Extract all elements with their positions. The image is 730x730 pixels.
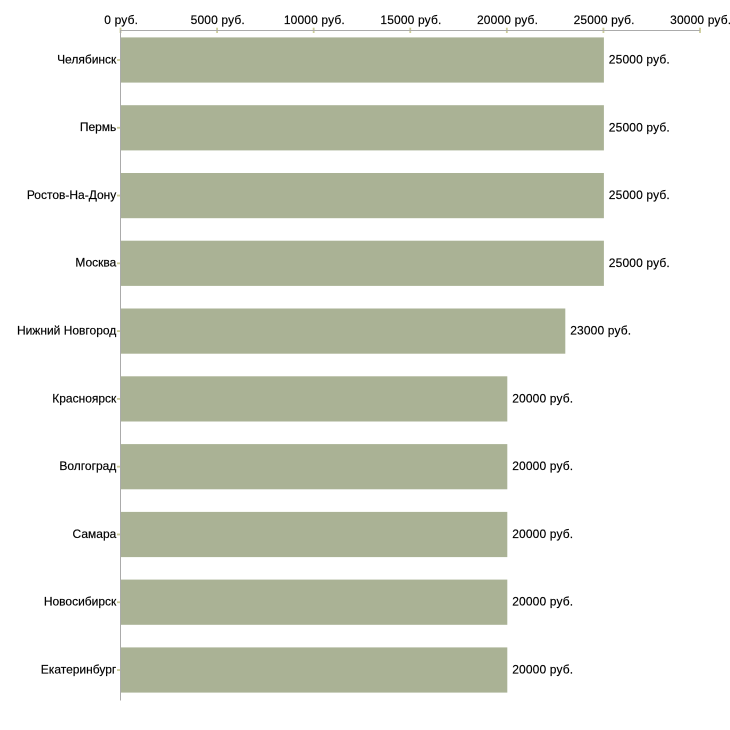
svg-text:Новосибирск: Новосибирск [44, 595, 117, 609]
svg-text:Нижний Новгород: Нижний Новгород [17, 324, 116, 338]
svg-text:25000 руб.: 25000 руб. [609, 256, 670, 270]
svg-text:5000 руб.: 5000 руб. [191, 13, 245, 27]
svg-text:Москва: Москва [75, 256, 116, 270]
svg-text:Челябинск: Челябинск [57, 52, 117, 66]
svg-text:Ростов-На-Дону: Ростов-На-Дону [27, 188, 116, 202]
svg-text:30000 руб.: 30000 руб. [670, 13, 730, 27]
svg-text:20000 руб.: 20000 руб. [512, 459, 573, 473]
svg-text:20000 руб.: 20000 руб. [512, 663, 573, 677]
svg-text:23000 руб.: 23000 руб. [570, 324, 631, 338]
svg-text:10000 руб.: 10000 руб. [284, 13, 345, 27]
svg-text:25000 руб.: 25000 руб. [609, 53, 670, 67]
svg-text:Екатеринбург: Екатеринбург [41, 662, 117, 676]
svg-text:0 руб.: 0 руб. [104, 13, 138, 27]
svg-text:Пермь: Пермь [80, 120, 116, 134]
svg-text:20000 руб.: 20000 руб. [512, 527, 573, 541]
svg-text:25000 руб.: 25000 руб. [609, 188, 670, 202]
svg-text:Волгоград: Волгоград [59, 459, 116, 473]
svg-text:20000 руб.: 20000 руб. [512, 595, 573, 609]
svg-text:25000 руб.: 25000 руб. [574, 13, 635, 27]
svg-text:20000 руб.: 20000 руб. [512, 391, 573, 405]
svg-text:25000 руб.: 25000 руб. [609, 120, 670, 134]
svg-text:15000 руб.: 15000 руб. [380, 13, 441, 27]
svg-text:Самара: Самара [73, 527, 117, 541]
svg-text:Красноярск: Красноярск [52, 391, 117, 405]
svg-text:20000 руб.: 20000 руб. [477, 13, 538, 27]
